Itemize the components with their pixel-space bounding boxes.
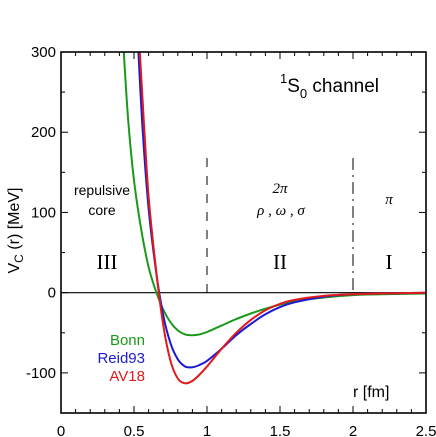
channel-rest: channel bbox=[307, 76, 379, 97]
y-tick-label: -100 bbox=[26, 365, 56, 382]
region-i-label: I bbox=[386, 250, 393, 274]
x-tick-label: 2.5 bbox=[416, 423, 436, 437]
y-tick-label: 0 bbox=[48, 285, 56, 302]
y-axis-title: VC (r) [MeV] bbox=[6, 187, 26, 273]
x-axis-title: r [fm] bbox=[353, 384, 389, 401]
legend-av18: AV18 bbox=[109, 368, 145, 385]
y-tick-label: 200 bbox=[31, 124, 56, 141]
legend-reid93: Reid93 bbox=[97, 350, 145, 367]
pi-label: π bbox=[385, 192, 393, 208]
channel-label: 1S0 channel bbox=[280, 71, 379, 101]
labels-layer: VC (r) [MeV] r [fm] 1S0 channel repulsiv… bbox=[6, 71, 393, 401]
x-tick-label: 2 bbox=[349, 423, 357, 437]
x-tick-label: 0 bbox=[57, 423, 65, 437]
mesons-label: ρ , ω , σ bbox=[256, 203, 305, 219]
series-layer bbox=[122, 52, 426, 385]
region-dividers bbox=[206, 158, 354, 293]
region-iii-label: III bbox=[97, 250, 118, 274]
plot-frame bbox=[60, 51, 427, 414]
x-tick-label: 1.5 bbox=[270, 423, 291, 437]
two-pi-label: 2π bbox=[272, 181, 288, 197]
repulsive-label: repulsive bbox=[74, 182, 130, 198]
channel-sub: 0 bbox=[300, 86, 307, 101]
y-tick-label: 100 bbox=[31, 204, 56, 221]
x-tick-label: 0.5 bbox=[124, 423, 145, 437]
channel-main: S bbox=[287, 76, 300, 97]
ticks-layer: 0 0.5 1 1.5 2 2.5 -100 0 100 200 300 bbox=[26, 44, 436, 437]
series-line-av18 bbox=[138, 52, 426, 385]
channel-sup: 1 bbox=[280, 71, 287, 86]
y-tick-label: 300 bbox=[31, 44, 56, 61]
region-ii-label: II bbox=[273, 250, 287, 274]
core-label: core bbox=[88, 202, 115, 218]
x-tick-label: 1 bbox=[203, 423, 211, 437]
legend-bonn: Bonn bbox=[110, 332, 145, 349]
